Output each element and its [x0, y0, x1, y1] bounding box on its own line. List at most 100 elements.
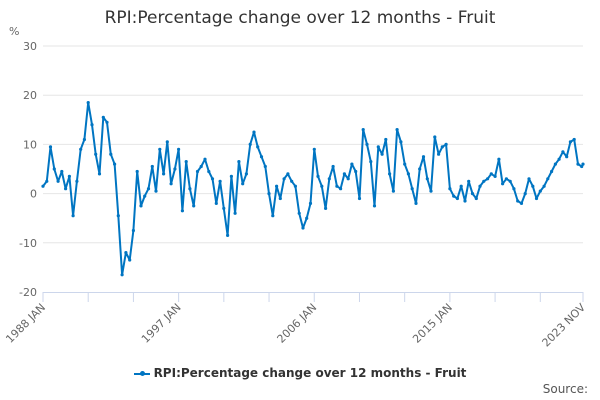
data-point-marker[interactable]: [67, 174, 71, 178]
data-point-marker[interactable]: [455, 196, 459, 201]
data-point-marker[interactable]: [388, 172, 392, 176]
data-point-marker[interactable]: [418, 167, 422, 171]
series-line[interactable]: [42, 101, 584, 276]
data-point-marker[interactable]: [365, 142, 369, 146]
data-point-marker[interactable]: [346, 177, 350, 181]
data-point-marker[interactable]: [357, 196, 362, 201]
data-point-marker[interactable]: [71, 214, 75, 218]
data-point-marker[interactable]: [553, 162, 558, 166]
data-point-marker[interactable]: [90, 123, 94, 127]
data-point-marker[interactable]: [139, 204, 143, 208]
data-point-marker[interactable]: [531, 184, 535, 188]
data-point-marker[interactable]: [124, 251, 128, 255]
data-point-marker[interactable]: [263, 164, 267, 169]
data-point-marker[interactable]: [275, 184, 279, 188]
data-point-marker[interactable]: [331, 164, 335, 169]
data-point-marker[interactable]: [286, 172, 290, 176]
data-point-marker[interactable]: [259, 155, 264, 159]
data-point-marker[interactable]: [395, 128, 399, 132]
data-point-marker[interactable]: [146, 187, 151, 191]
data-point-marker[interactable]: [116, 214, 120, 218]
data-point-marker[interactable]: [391, 189, 395, 193]
data-point-marker[interactable]: [94, 152, 98, 156]
data-point-marker[interactable]: [581, 162, 585, 166]
data-point-marker[interactable]: [48, 145, 53, 149]
data-point-marker[interactable]: [41, 184, 45, 188]
data-point-marker[interactable]: [180, 209, 184, 213]
data-point-marker[interactable]: [546, 177, 550, 181]
data-point-marker[interactable]: [233, 211, 237, 215]
data-point-marker[interactable]: [576, 162, 580, 166]
data-point-marker[interactable]: [150, 164, 154, 169]
data-point-marker[interactable]: [45, 179, 49, 183]
data-point-marker[interactable]: [222, 206, 226, 210]
data-point-marker[interactable]: [184, 160, 188, 164]
data-point-marker[interactable]: [320, 184, 324, 188]
data-point-marker[interactable]: [350, 162, 354, 166]
data-point-marker[interactable]: [267, 192, 271, 196]
data-point-marker[interactable]: [131, 228, 135, 233]
data-point-marker[interactable]: [248, 142, 252, 146]
data-point-marker[interactable]: [226, 233, 230, 237]
data-point-marker[interactable]: [489, 172, 493, 176]
data-point-marker[interactable]: [256, 145, 260, 149]
data-point-marker[interactable]: [312, 147, 316, 151]
data-point-marker[interactable]: [478, 184, 482, 188]
data-point-marker[interactable]: [79, 147, 83, 151]
data-point-marker[interactable]: [278, 196, 282, 201]
data-point-marker[interactable]: [380, 152, 384, 156]
data-point-marker[interactable]: [580, 164, 584, 169]
data-series[interactable]: [41, 101, 585, 277]
data-point-marker[interactable]: [128, 258, 132, 262]
data-point-marker[interactable]: [173, 167, 177, 171]
data-point-marker[interactable]: [354, 169, 358, 174]
data-point-marker[interactable]: [550, 169, 554, 174]
data-point-marker[interactable]: [538, 189, 542, 193]
data-point-marker[interactable]: [207, 169, 211, 174]
data-point-marker[interactable]: [384, 137, 388, 142]
data-point-marker[interactable]: [361, 128, 365, 132]
legend[interactable]: RPI:Percentage change over 12 months - F…: [0, 366, 600, 380]
data-point-marker[interactable]: [188, 187, 192, 191]
data-point-marker[interactable]: [241, 182, 245, 186]
data-point-marker[interactable]: [486, 177, 490, 181]
data-point-marker[interactable]: [339, 187, 343, 191]
data-point-marker[interactable]: [316, 174, 320, 178]
data-point-marker[interactable]: [165, 140, 169, 144]
data-point-marker[interactable]: [305, 216, 309, 220]
data-point-marker[interactable]: [282, 177, 286, 181]
data-point-marker[interactable]: [501, 182, 505, 186]
data-point-marker[interactable]: [199, 164, 203, 169]
data-point-marker[interactable]: [414, 201, 418, 205]
data-point-marker[interactable]: [482, 179, 486, 183]
data-point-marker[interactable]: [177, 147, 181, 151]
data-point-marker[interactable]: [410, 187, 414, 191]
data-point-marker[interactable]: [56, 179, 60, 183]
data-point-marker[interactable]: [519, 201, 524, 205]
data-point-marker[interactable]: [452, 194, 456, 198]
data-point-marker[interactable]: [512, 187, 516, 191]
data-point-marker[interactable]: [105, 120, 109, 124]
data-point-marker[interactable]: [369, 160, 373, 164]
data-point-marker[interactable]: [308, 201, 313, 205]
data-point-marker[interactable]: [143, 194, 147, 198]
data-point-marker[interactable]: [493, 174, 497, 178]
data-point-marker[interactable]: [467, 179, 471, 183]
data-point-marker[interactable]: [433, 135, 437, 139]
data-point-marker[interactable]: [421, 155, 426, 159]
data-point-marker[interactable]: [214, 201, 218, 205]
data-point-marker[interactable]: [444, 142, 448, 146]
data-point-marker[interactable]: [523, 192, 527, 196]
data-point-marker[interactable]: [429, 189, 433, 193]
data-point-marker[interactable]: [82, 137, 86, 142]
data-point-marker[interactable]: [463, 199, 467, 203]
data-point-marker[interactable]: [169, 182, 173, 186]
data-point-marker[interactable]: [244, 172, 248, 176]
data-point-marker[interactable]: [154, 189, 158, 193]
data-point-marker[interactable]: [162, 172, 166, 176]
data-point-marker[interactable]: [372, 204, 377, 208]
data-point-marker[interactable]: [97, 172, 102, 176]
data-point-marker[interactable]: [60, 169, 64, 174]
data-point-marker[interactable]: [195, 169, 200, 174]
data-point-marker[interactable]: [335, 184, 339, 188]
